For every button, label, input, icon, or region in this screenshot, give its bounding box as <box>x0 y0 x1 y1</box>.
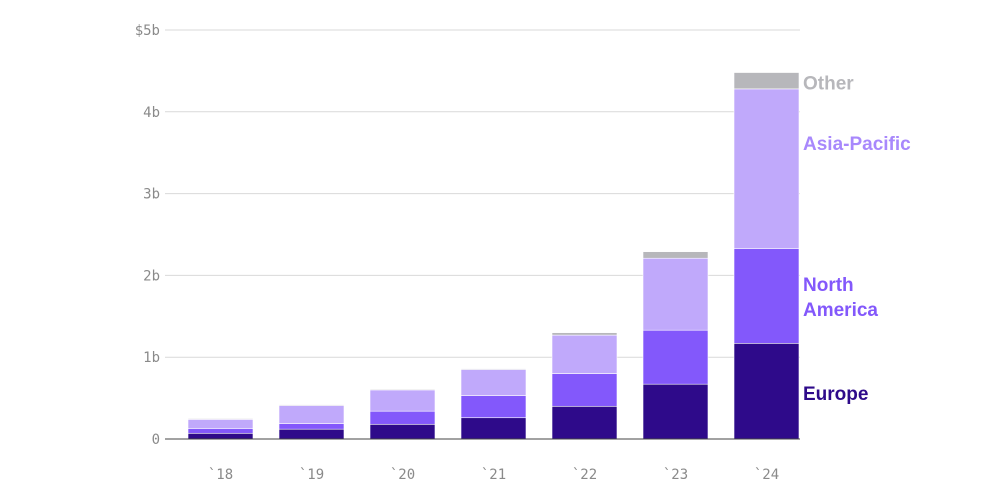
x-tick-label: `18 <box>208 467 233 483</box>
bar-segment <box>460 369 527 396</box>
bar-segment <box>733 72 800 90</box>
bar-segment <box>369 388 436 391</box>
bar-segment <box>551 373 618 407</box>
bar-segment <box>551 405 618 440</box>
bar-segment <box>369 423 436 440</box>
bar-segment <box>733 342 800 440</box>
bar-stack <box>278 404 345 440</box>
x-tick-label: `21 <box>481 467 506 483</box>
x-tick-label: `19 <box>299 467 324 483</box>
bar-segment <box>733 248 800 344</box>
y-axis-tick-labels: 0 1b 2b 3b 4b $5b <box>135 23 160 448</box>
bar-segment <box>187 432 254 440</box>
bar-segment <box>642 251 709 259</box>
bar-segment <box>642 257 709 331</box>
bar-segment <box>187 419 254 429</box>
bar-stack <box>187 418 254 440</box>
bar-segment <box>733 88 800 249</box>
legend: Other Asia-Pacific North America Europe <box>803 74 911 405</box>
bar-segment <box>278 404 345 406</box>
legend-label-north-america: North America <box>803 275 878 321</box>
y-tick-label: $5b <box>135 23 160 39</box>
legend-label-line: Asia-Pacific <box>803 134 911 155</box>
bar-segment <box>278 428 345 440</box>
y-tick-label: 3b <box>143 187 160 203</box>
bar-segment <box>278 423 345 430</box>
x-axis-tick-labels: `18 `19 `20 `21 `22 `23 `24 <box>208 467 779 483</box>
y-tick-label: 4b <box>143 105 160 121</box>
legend-label-line: North <box>803 275 854 296</box>
legend-label-line: Other <box>803 74 854 95</box>
legend-label-line: America <box>803 300 878 321</box>
x-tick-label: `22 <box>572 467 597 483</box>
bar-stack <box>551 332 618 440</box>
bar-segment <box>551 334 618 374</box>
bar-segment <box>278 405 345 424</box>
bar-stack <box>733 72 800 440</box>
legend-label-europe: Europe <box>803 384 868 405</box>
x-tick-label: `23 <box>663 467 688 483</box>
bar-stack <box>460 368 527 440</box>
legend-label-line: Europe <box>803 384 868 405</box>
x-tick-label: `20 <box>390 467 415 483</box>
legend-label-asia-pacific: Asia-Pacific <box>803 134 911 155</box>
y-tick-label: 0 <box>152 432 160 448</box>
bar-stack <box>642 251 709 440</box>
bar-stack <box>369 388 436 440</box>
bar-segment <box>551 332 618 336</box>
legend-label-other: Other <box>803 74 854 95</box>
bar-segment <box>460 368 527 370</box>
bar-segment <box>187 418 254 420</box>
bar-segment <box>642 383 709 440</box>
bar-segment <box>460 417 527 440</box>
bars <box>187 72 800 440</box>
bar-segment <box>369 389 436 412</box>
bar-segment <box>369 410 436 425</box>
y-tick-label: 2b <box>143 268 160 284</box>
bar-segment <box>460 395 527 419</box>
bar-segment <box>187 428 254 434</box>
y-tick-label: 1b <box>143 350 160 366</box>
bar-segment <box>642 329 709 385</box>
x-tick-label: `24 <box>754 467 779 483</box>
